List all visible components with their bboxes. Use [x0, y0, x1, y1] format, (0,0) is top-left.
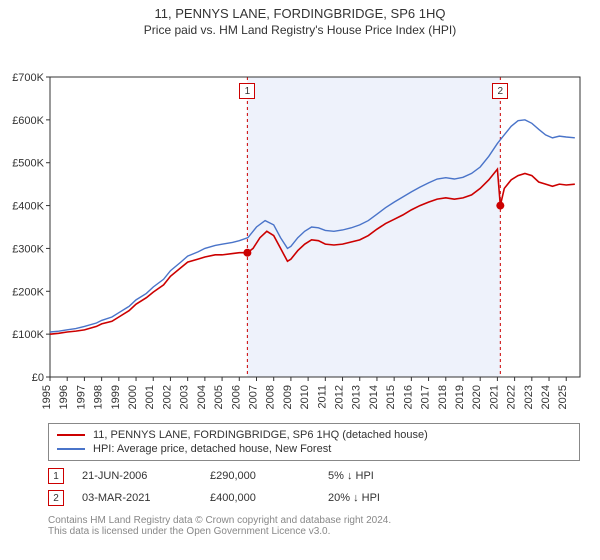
svg-text:2016: 2016	[402, 385, 414, 409]
svg-text:2011: 2011	[316, 385, 328, 409]
footer-line1: Contains HM Land Registry data © Crown c…	[48, 515, 580, 526]
chart-sale-badge: 1	[239, 83, 255, 99]
svg-text:2001: 2001	[144, 385, 156, 409]
svg-text:£200K: £200K	[12, 286, 44, 298]
svg-text:2025: 2025	[557, 385, 569, 409]
svg-text:2009: 2009	[282, 385, 294, 409]
svg-text:2021: 2021	[488, 385, 500, 409]
svg-text:2007: 2007	[247, 385, 259, 409]
sale-marker-2: 2	[48, 490, 64, 506]
svg-text:£400K: £400K	[12, 201, 44, 213]
svg-text:2004: 2004	[196, 385, 208, 409]
svg-text:2002: 2002	[161, 385, 173, 409]
chart-svg: £0 £100K £200K £300K £400K £500K £600K £700K 199…	[0, 37, 600, 417]
svg-text:2013: 2013	[351, 385, 363, 409]
chart-container: 11, PENNYS LANE, FORDINGBRIDGE, SP6 1HQ …	[0, 0, 600, 537]
footer-line2: This data is licensed under the Open Gov…	[48, 526, 580, 537]
sale-price: £290,000	[210, 470, 310, 482]
svg-text:1997: 1997	[75, 385, 87, 409]
svg-text:1996: 1996	[58, 385, 70, 409]
sales-row: 1 21-JUN-2006 £290,000 5% ↓ HPI	[48, 465, 580, 487]
svg-text:2023: 2023	[523, 385, 535, 409]
sales-table: 1 21-JUN-2006 £290,000 5% ↓ HPI 2 03-MAR…	[48, 465, 580, 509]
legend-label-blue: HPI: Average price, detached house, New …	[93, 443, 331, 455]
sale-date: 21-JUN-2006	[82, 470, 192, 482]
sale-diff: 20% ↓ HPI	[328, 492, 428, 504]
title-subtitle: Price paid vs. HM Land Registry's House …	[0, 23, 600, 37]
legend-swatch-red	[57, 434, 85, 436]
svg-text:2014: 2014	[368, 385, 380, 409]
svg-text:2018: 2018	[437, 385, 449, 409]
sale-date: 03-MAR-2021	[82, 492, 192, 504]
svg-text:2008: 2008	[265, 385, 277, 409]
sales-row: 2 03-MAR-2021 £400,000 20% ↓ HPI	[48, 487, 580, 509]
title-address: 11, PENNYS LANE, FORDINGBRIDGE, SP6 1HQ	[0, 6, 600, 21]
svg-text:2024: 2024	[540, 385, 552, 409]
svg-text:2022: 2022	[506, 385, 518, 409]
svg-text:2003: 2003	[179, 385, 191, 409]
svg-text:£100K: £100K	[12, 329, 44, 341]
svg-text:2000: 2000	[127, 385, 139, 409]
sale-diff: 5% ↓ HPI	[328, 470, 428, 482]
svg-text:2019: 2019	[454, 385, 466, 409]
chart-area: £0 £100K £200K £300K £400K £500K £600K £700K 199…	[0, 37, 600, 417]
svg-text:£700K: £700K	[12, 72, 44, 84]
svg-text:2012: 2012	[334, 385, 346, 409]
sale-marker-1: 1	[48, 468, 64, 484]
svg-text:1995: 1995	[41, 385, 53, 409]
legend-row-red: 11, PENNYS LANE, FORDINGBRIDGE, SP6 1HQ …	[57, 428, 571, 442]
svg-text:2015: 2015	[385, 385, 397, 409]
titles: 11, PENNYS LANE, FORDINGBRIDGE, SP6 1HQ …	[0, 0, 600, 37]
svg-text:£300K: £300K	[12, 243, 44, 255]
svg-text:2010: 2010	[299, 385, 311, 409]
chart-sale-badge: 2	[492, 83, 508, 99]
footer: Contains HM Land Registry data © Crown c…	[48, 515, 580, 537]
legend-row-blue: HPI: Average price, detached house, New …	[57, 442, 571, 456]
svg-text:2020: 2020	[471, 385, 483, 409]
svg-text:£500K: £500K	[12, 158, 44, 170]
svg-text:2005: 2005	[213, 385, 225, 409]
svg-text:2006: 2006	[230, 385, 242, 409]
svg-text:2017: 2017	[420, 385, 432, 409]
svg-text:1999: 1999	[110, 385, 122, 409]
sale-price: £400,000	[210, 492, 310, 504]
legend-label-red: 11, PENNYS LANE, FORDINGBRIDGE, SP6 1HQ …	[93, 429, 428, 441]
legend: 11, PENNYS LANE, FORDINGBRIDGE, SP6 1HQ …	[48, 423, 580, 461]
legend-swatch-blue	[57, 448, 85, 450]
svg-text:£0: £0	[32, 372, 44, 384]
svg-text:£600K: £600K	[12, 115, 44, 127]
svg-text:1998: 1998	[93, 385, 105, 409]
